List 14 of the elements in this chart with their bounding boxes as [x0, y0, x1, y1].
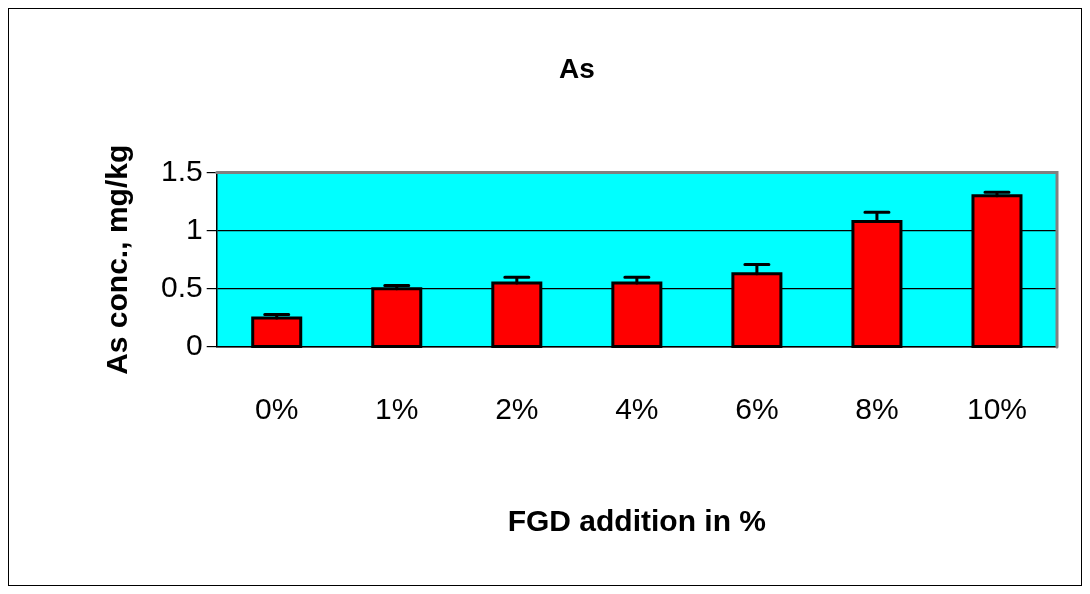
- y-tick-label: 1: [186, 212, 203, 245]
- y-tick-label: 0: [186, 328, 203, 362]
- x-tick-label: 6%: [735, 392, 779, 426]
- y-axis-title: As conc., mg/kg: [100, 144, 134, 375]
- x-tick-label: 0%: [255, 392, 299, 426]
- x-axis-title: FGD addition in %: [507, 504, 767, 538]
- x-tick-label: 4%: [615, 392, 659, 426]
- y-tick-label: 0.5: [160, 270, 203, 304]
- y-tick-label: 1.5: [160, 153, 203, 187]
- x-tick-label: 8%: [855, 392, 899, 426]
- x-tick-label: 10%: [966, 392, 1027, 426]
- x-tick-label: 2%: [495, 392, 539, 426]
- x-tick-label: 1%: [375, 392, 419, 426]
- chart-title: As: [559, 52, 595, 84]
